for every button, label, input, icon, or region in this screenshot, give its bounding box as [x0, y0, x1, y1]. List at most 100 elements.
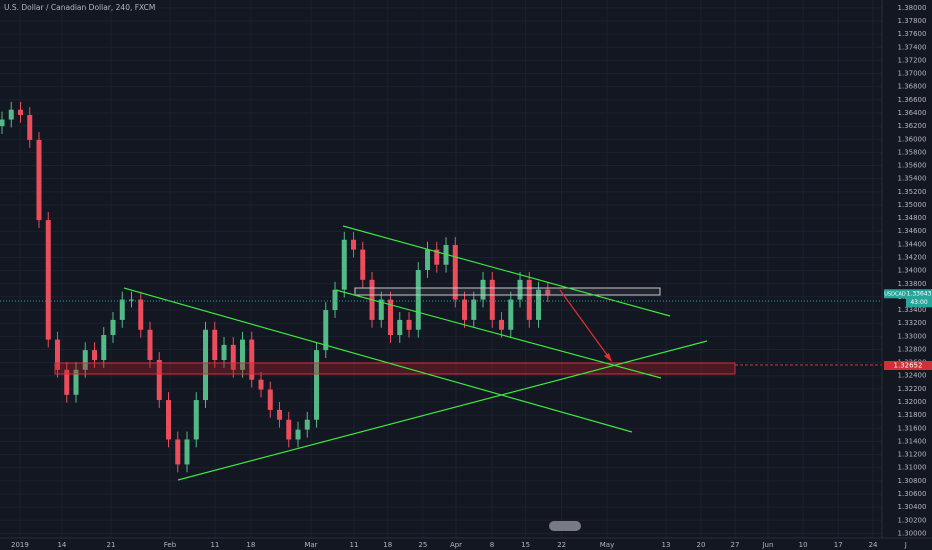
- symbol-label: USDCAD: [884, 291, 906, 297]
- candle-body: [64, 369, 70, 395]
- y-tick-label: 1.30200: [898, 516, 927, 524]
- candle-body: [314, 350, 320, 420]
- x-tick-label: 15: [521, 541, 530, 549]
- y-tick-label: 1.35000: [898, 201, 927, 209]
- candle-body: [545, 289, 551, 295]
- price-tag: [906, 289, 932, 308]
- x-tick-label: Feb: [164, 541, 177, 549]
- candle-body: [184, 439, 190, 465]
- y-tick-label: 1.31000: [898, 464, 927, 472]
- candle-body: [55, 339, 61, 370]
- candle-body: [406, 319, 412, 330]
- candle-body: [203, 329, 209, 401]
- candle-body: [166, 400, 172, 440]
- chart-title: U.S. Dollar / Canadian Dollar, 240, FXCM: [4, 3, 155, 12]
- candle-body: [489, 279, 495, 320]
- y-tick-label: 1.31400: [898, 437, 927, 445]
- x-tick-label: 21: [107, 541, 116, 549]
- grid: [0, 0, 882, 538]
- countdown-label: 43:00: [910, 299, 927, 306]
- y-tick-label: 1.33800: [898, 280, 927, 288]
- x-tick-label: 11: [350, 541, 359, 549]
- arrow-head: [604, 353, 612, 362]
- y-tick-label: 1.30600: [898, 490, 927, 498]
- candle-body: [332, 289, 338, 311]
- trend-line[interactable]: [335, 289, 662, 379]
- candle-body: [388, 299, 394, 336]
- y-tick-label: 1.38000: [898, 4, 927, 12]
- candle-body: [462, 299, 468, 320]
- y-tick-label: 1.35400: [898, 175, 927, 183]
- support-zone[interactable]: [54, 362, 736, 375]
- y-tick-label: 1.34600: [898, 227, 927, 235]
- y-tick-label: 1.36000: [898, 135, 927, 143]
- candle-body: [415, 269, 421, 330]
- x-tick-label: 25: [418, 541, 427, 549]
- candle-body: [480, 279, 486, 300]
- y-tick-label: 1.36400: [898, 109, 927, 117]
- logo[interactable]: [549, 521, 581, 531]
- y-tick-label: 1.31600: [898, 424, 927, 432]
- axes: 1.30000 1.30200 1.30400 1.30600 1.30800 1.310…: [11, 4, 932, 549]
- candle-body: [397, 319, 403, 336]
- candle-body: [526, 279, 532, 320]
- y-tick-label: 1.34200: [898, 254, 927, 262]
- y-tick-label: 1.30800: [898, 477, 927, 485]
- x-tick-label: J: [904, 541, 907, 549]
- candle-body: [425, 249, 431, 270]
- y-tick-label: 1.36600: [898, 96, 927, 104]
- x-tick-label: 10: [799, 541, 808, 549]
- x-tick-label: Apr: [450, 541, 462, 549]
- x-tick-label: May: [600, 541, 614, 549]
- level-label: 1.32652: [894, 362, 923, 370]
- candle-body: [230, 344, 236, 370]
- y-tick-label: 1.34400: [898, 240, 927, 248]
- drawings: [0, 225, 882, 481]
- candle-body: [277, 409, 283, 420]
- x-tick-label: 27: [731, 541, 740, 549]
- candle-body: [536, 289, 542, 320]
- y-tick-label: 1.30000: [898, 529, 927, 537]
- trend-line[interactable]: [123, 287, 633, 433]
- x-tick-label: 18: [383, 541, 392, 549]
- candle-body: [119, 299, 125, 320]
- arrow-shaft[interactable]: [559, 289, 611, 360]
- level-tag: [884, 361, 932, 370]
- candle-body: [295, 429, 301, 440]
- candle-body: [240, 339, 246, 370]
- y-tick-label: 1.36800: [898, 83, 927, 91]
- y-tick-label: 1.32800: [898, 345, 927, 353]
- candle-body: [517, 279, 523, 300]
- y-tick-label: 1.34000: [898, 267, 927, 275]
- candle-body: [360, 249, 366, 280]
- y-tick-label: 1.33400: [898, 306, 927, 314]
- x-tick-label: 11: [210, 541, 219, 549]
- x-tick-label: 22: [557, 541, 566, 549]
- x-tick-label: 17: [834, 541, 843, 549]
- y-tick-label: 1.35600: [898, 162, 927, 170]
- candle-body: [175, 439, 181, 465]
- candle-body: [341, 239, 347, 290]
- y-tick-label: 1.36200: [898, 122, 927, 130]
- x-tick-label: 24: [869, 541, 878, 549]
- y-tick-label: 1.37800: [898, 17, 927, 25]
- y-tick-label: 1.31200: [898, 451, 927, 459]
- y-tick-label: 1.35800: [898, 148, 927, 156]
- y-tick-label: 1.30400: [898, 503, 927, 511]
- trend-line[interactable]: [177, 340, 708, 481]
- y-tick-label: 1.37600: [898, 30, 927, 38]
- x-tick-label: Jun: [761, 541, 773, 549]
- candle-body: [499, 319, 505, 330]
- last-price-label: 1.33643: [907, 290, 932, 297]
- x-tick-label: 8: [490, 541, 494, 549]
- candle-body: [138, 299, 144, 330]
- y-tick-label: 1.32200: [898, 385, 927, 393]
- resistance-box[interactable]: [354, 287, 661, 296]
- x-tick-label: 18: [246, 541, 255, 549]
- candle-body: [147, 329, 153, 360]
- candle-body: [8, 109, 14, 120]
- price-axis: [882, 0, 932, 550]
- candle-body: [471, 299, 477, 320]
